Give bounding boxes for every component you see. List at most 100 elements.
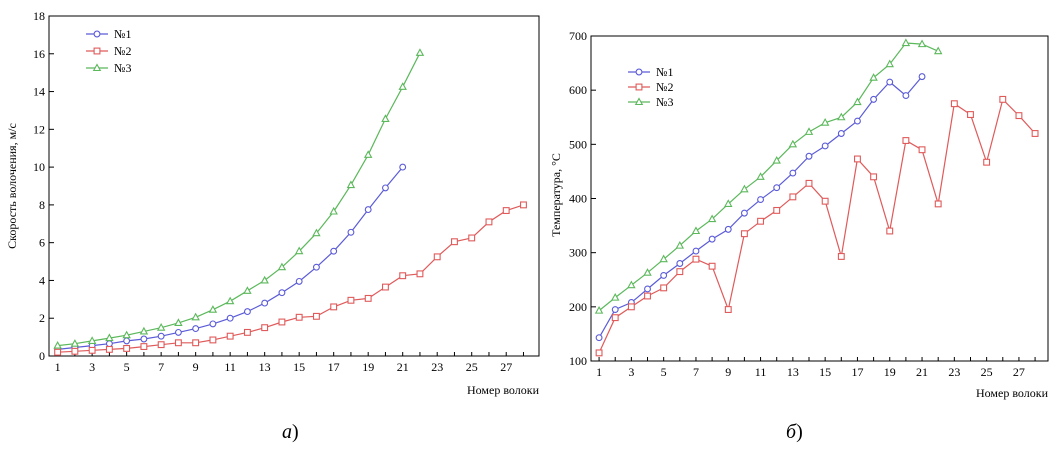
chart-a-x-tick-label: 25 xyxy=(466,360,478,374)
chart-b-series-1-point xyxy=(886,78,894,86)
chart-b-series-2-point xyxy=(805,179,813,187)
chart-a-legend-marker-1 xyxy=(93,30,101,38)
chart-a-x-tick-label: 17 xyxy=(328,360,340,374)
chart-a-x-tick-label: 23 xyxy=(431,360,443,374)
chart-a-legend-marker-2 xyxy=(93,47,101,55)
chart-a-series-2-point xyxy=(485,218,493,226)
chart-b-series-2-point xyxy=(870,173,878,181)
chart-a-series-1-point xyxy=(123,337,131,345)
chart-b-series-2-point xyxy=(999,95,1007,103)
chart-b-series-1-point xyxy=(757,196,765,204)
chart-a-series-2-point xyxy=(433,253,441,261)
chart-a-series-3-point xyxy=(225,296,235,305)
chart-a-series-2-point xyxy=(226,332,234,340)
chart-b-x-tick-label: 23 xyxy=(948,365,960,379)
chart-a-series-1-point xyxy=(399,163,407,171)
chart-b-series-1-point xyxy=(789,169,797,177)
chart-b-x-tick-label: 21 xyxy=(916,365,928,379)
caption-b-letter: б xyxy=(786,421,797,443)
caption-a-paren: ) xyxy=(292,421,299,443)
chart-a-series-3-point xyxy=(174,318,183,326)
chart-a-legend-label-1: №1 xyxy=(114,27,131,41)
chart-a-series-2-point xyxy=(278,318,286,326)
chart-b-series-1-point xyxy=(676,260,684,267)
caption-b: б) xyxy=(786,421,803,444)
chart-a-series-2-point xyxy=(157,341,165,349)
chart-b-series-2-point xyxy=(660,284,668,292)
chart-a-series-3-point xyxy=(312,228,321,237)
chart-a-series-2-point xyxy=(520,201,527,209)
chart-b-x-tick-label: 25 xyxy=(981,365,993,379)
chart-a-series-2-point xyxy=(364,294,372,302)
chart-a-series-3-point xyxy=(87,336,97,344)
chart-b-series-2-point xyxy=(821,197,829,205)
chart-a-series-3-point xyxy=(105,333,114,342)
chart-a-series-2-point xyxy=(192,339,200,347)
chart-a-x-tick-label: 5 xyxy=(124,360,130,374)
chart-a-x-tick-label: 21 xyxy=(397,360,409,374)
chart-b-series-3-point xyxy=(869,73,878,81)
chart-a-series-1-point xyxy=(261,299,269,307)
chart-b-x-tick-label: 3 xyxy=(628,365,634,379)
chart-b-y-tick-label: 500 xyxy=(569,137,587,151)
chart-b-series-1-point xyxy=(837,130,845,137)
chart-b-series-line-2 xyxy=(598,98,1036,354)
chart-a-y-tick-label: 12 xyxy=(33,122,45,136)
chart-b-series-1-point xyxy=(902,92,910,100)
chart-a-y-tick-label: 18 xyxy=(33,9,45,23)
chart-a-series-2-point xyxy=(330,303,338,311)
chart-b-series-2-point xyxy=(789,193,797,201)
chart-a-legend-label-2: №2 xyxy=(114,44,131,58)
chart-b-series-2-point xyxy=(724,306,732,313)
chart-b-series-2-point xyxy=(773,206,781,214)
chart-b-series-1-point xyxy=(644,285,651,293)
chart-a-series-2-point xyxy=(243,328,251,336)
chart-a-series-2-point xyxy=(123,344,131,352)
chart-b-legend-label-1: №1 xyxy=(656,65,673,79)
chart-a-series-3-point xyxy=(70,339,80,347)
chart-b-x-tick-label: 5 xyxy=(661,365,667,379)
chart-a-series-2-point xyxy=(347,296,355,304)
chart-a-series-2-point xyxy=(209,336,217,344)
chart-b-series-2-point xyxy=(967,111,974,118)
chart-a-series-2-point xyxy=(54,348,62,356)
chart-b-series-2-point xyxy=(708,262,716,270)
chart-a-y-tick-label: 2 xyxy=(39,311,45,325)
chart-a-series-2-point xyxy=(88,346,96,354)
chart-b-legend-label-3: №3 xyxy=(656,95,673,109)
chart-b-series-3-point xyxy=(933,46,943,55)
chart-a-y-tick-label: 0 xyxy=(39,349,45,363)
chart-b-series-3-point xyxy=(772,155,781,164)
chart-b-x-tick-label: 17 xyxy=(851,365,863,379)
chart-b-x-tick-label: 11 xyxy=(755,365,767,379)
chart-a-series-3-point xyxy=(260,275,269,284)
chart-b-series-2-point xyxy=(611,314,619,322)
chart-b-x-tick-label: 19 xyxy=(884,365,896,379)
chart-a-series-1-point xyxy=(381,184,389,192)
chart-b-series-3-point xyxy=(627,280,636,289)
chart-a-series-2-point xyxy=(381,283,389,291)
chart-b-series-3-point xyxy=(675,240,685,249)
chart-a-series-2-point xyxy=(399,272,407,280)
chart-a-series-3-point xyxy=(243,286,252,294)
chart-b-x-tick-label: 27 xyxy=(1013,365,1025,379)
chart-b-series-3-point xyxy=(756,172,765,180)
chart-b-legend-marker-1 xyxy=(635,68,643,76)
caption-a-letter: а xyxy=(282,421,292,443)
chart-b-series-3-point xyxy=(691,226,701,235)
chart-a-series-3-point xyxy=(208,305,218,313)
chart-b-x-tick-label: 1 xyxy=(596,365,602,379)
chart-a-y-tick-label: 16 xyxy=(33,47,45,61)
chart-b-series-1-point xyxy=(595,334,603,342)
chart-a-series-2-point xyxy=(468,234,476,242)
chart-a-series-1-point xyxy=(157,332,165,340)
chart-b-series-3-point xyxy=(820,118,830,126)
chart-b-series-3-point xyxy=(804,127,814,135)
chart-b-series-2-point xyxy=(853,155,861,163)
chart-b-series-2-point xyxy=(902,137,910,144)
chart-b-series-3-point xyxy=(853,97,862,106)
